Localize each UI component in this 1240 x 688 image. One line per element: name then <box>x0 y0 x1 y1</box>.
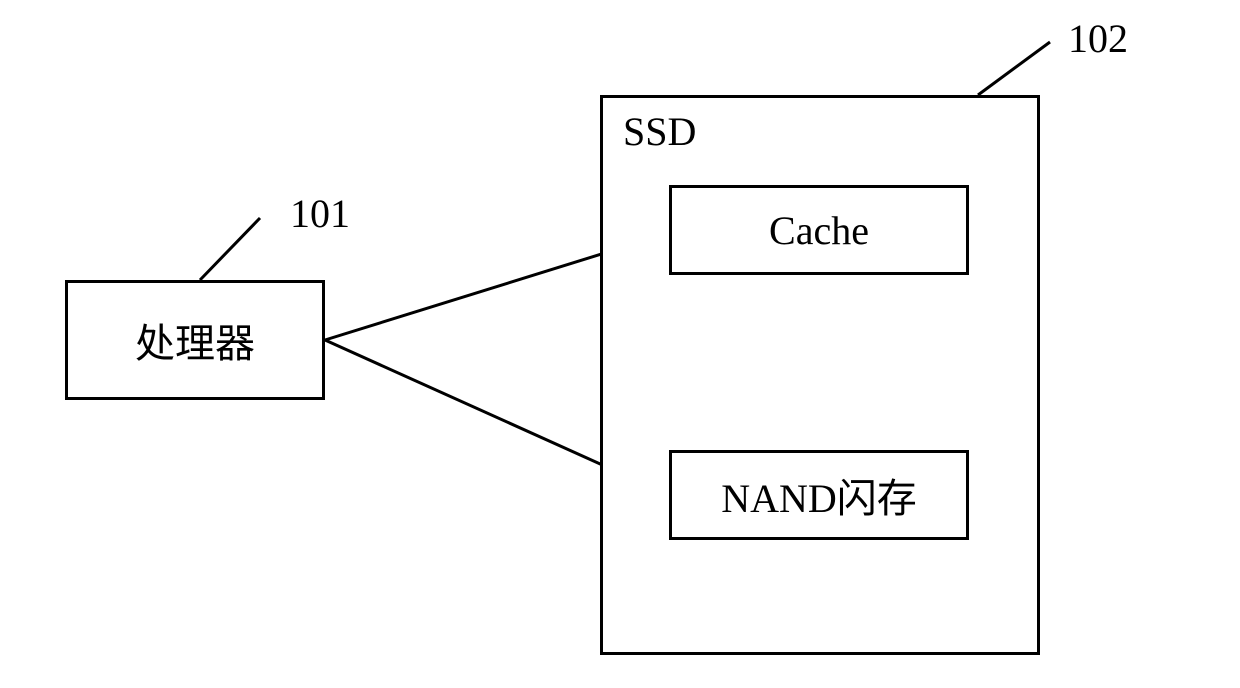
processor-label: 处理器 <box>135 311 255 369</box>
nand-label: NAND闪存 <box>721 466 917 524</box>
ref-102: 102 <box>1068 15 1128 62</box>
cache-label: Cache <box>769 207 869 254</box>
cache-block: Cache <box>669 185 969 275</box>
diagram-container: 处理器 101 SSD 102 Cache NAND闪存 <box>0 0 1240 688</box>
ssd-block: SSD <box>600 95 1040 655</box>
ref-101: 101 <box>290 190 350 237</box>
ref-line-101 <box>200 218 260 280</box>
ssd-label: SSD <box>623 108 696 155</box>
ref-line-102 <box>978 42 1050 95</box>
nand-block: NAND闪存 <box>669 450 969 540</box>
processor-block: 处理器 <box>65 280 325 400</box>
